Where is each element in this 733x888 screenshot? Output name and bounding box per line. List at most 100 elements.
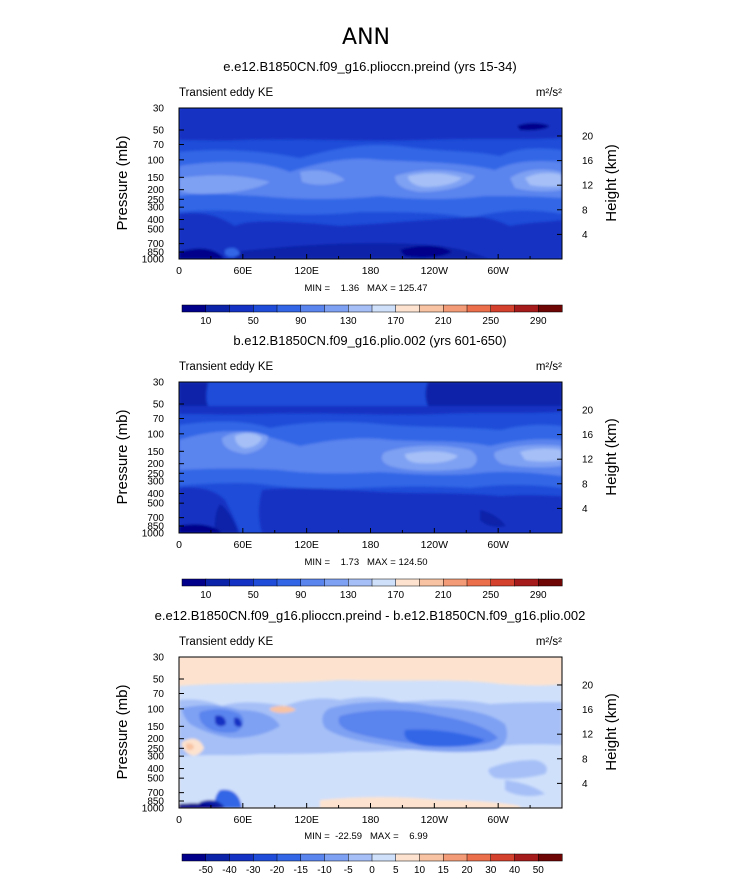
x-tick-label: 120W	[421, 265, 449, 277]
panel-1-field-label: Transient eddy KE	[179, 87, 274, 99]
colorbar-box	[395, 304, 421, 313]
panel-2-field-label: Transient eddy KE	[179, 361, 274, 373]
y-right-tick-label: 8	[582, 479, 588, 490]
panel-3-right-axis: 20 16 12 8 4	[557, 680, 594, 790]
x-tick-label: 60E	[233, 814, 252, 826]
panel-3-ylabel-right: Height (km)	[603, 693, 620, 771]
colorbar-box	[276, 304, 302, 313]
colorbar-box	[276, 853, 302, 862]
x-tick-label: 180	[362, 265, 380, 277]
y-tick-label: 30	[153, 653, 165, 664]
y-tick-label: 100	[147, 429, 164, 440]
colorbar-label: 10	[200, 316, 212, 327]
colorbar-box	[395, 578, 421, 587]
x-tick-label: 60W	[487, 539, 509, 551]
colorbar-label: 210	[435, 590, 452, 601]
colorbar-label: 15	[438, 865, 450, 876]
y-tick-label: 250	[147, 195, 164, 206]
panel-2-colorbar: 10 50 90 130 170 210 250 290	[181, 578, 563, 601]
y-tick-label: 50	[153, 399, 165, 410]
y-tick-label: 70	[153, 689, 165, 700]
colorbar-box	[205, 578, 231, 587]
colorbar-box	[181, 304, 207, 313]
y-tick-label: 100	[147, 704, 164, 715]
y-tick-label: 300	[147, 752, 164, 763]
x-tick-label: 60E	[233, 539, 252, 551]
colorbar-box	[490, 853, 516, 862]
x-tick-label: 0	[176, 539, 182, 551]
panel-2-ylabel-right: Height (km)	[603, 418, 620, 496]
y-tick-label: 250	[147, 469, 164, 480]
y-tick-label: 300	[147, 477, 164, 488]
y-tick-label: 850	[147, 797, 164, 808]
colorbar-label: 50	[248, 590, 260, 601]
x-tick-label: 180	[362, 814, 380, 826]
colorbar-box	[443, 304, 468, 313]
panel-1-colorbar: 10 50 90 130 170 210 250 290	[181, 304, 563, 327]
x-tick-label: 60W	[487, 814, 509, 826]
y-tick-label: 200	[147, 734, 164, 745]
colorbar-box	[395, 853, 421, 862]
colorbar-box	[205, 304, 231, 313]
y-tick-label: 500	[147, 499, 164, 510]
y-tick-label: 30	[153, 104, 165, 115]
colorbar-label: 290	[530, 590, 547, 601]
colorbar-box	[229, 304, 254, 313]
colorbar-box	[490, 578, 516, 587]
colorbar-box	[300, 578, 326, 587]
x-tick-label: 120E	[294, 814, 319, 826]
y-right-tick-label: 12	[582, 181, 594, 192]
panel-1-title: e.e12.B1850CN.f09_g16.plioccn.preind (yr…	[223, 59, 516, 74]
panel-3-minmax: MIN = -22.59 MAX = 6.99	[304, 831, 428, 842]
colorbar-label: 250	[482, 316, 499, 327]
colorbar-box	[324, 304, 349, 313]
panel-1-minmax: MIN = 1.36 MAX = 125.47	[304, 283, 427, 294]
colorbar-box	[538, 578, 563, 587]
panel-3-units: m²/s²	[536, 636, 562, 648]
panel-2-right-axis: 20 16 12 8 4	[557, 405, 594, 515]
y-tick-label: 850	[147, 522, 164, 533]
colorbar-box	[324, 578, 349, 587]
y-right-tick-label: 16	[582, 156, 594, 167]
y-tick-label: 70	[153, 414, 165, 425]
panel-1: e.e12.B1850CN.f09_g16.plioccn.preind (yr…	[114, 59, 620, 327]
colorbar-box	[371, 578, 397, 587]
y-tick-label: 400	[147, 489, 164, 500]
colorbar-label: -5	[344, 865, 353, 876]
panel-2-minmax: MIN = 1.73 MAX = 124.50	[304, 557, 427, 568]
colorbar-label: 40	[509, 865, 521, 876]
panel-2: b.e12.B1850CN.f09_g16.plio.002 (yrs 601-…	[114, 333, 620, 601]
y-tick-label: 50	[153, 674, 165, 685]
colorbar-box	[205, 853, 231, 862]
colorbar-label: -10	[317, 865, 332, 876]
panel-2-units: m²/s²	[536, 361, 562, 373]
panel-3-title: e.e12.B1850CN.f09_g16.plioccn.preind - b…	[155, 608, 586, 623]
y-tick-label: 150	[147, 722, 164, 733]
colorbar-label: 10	[200, 590, 212, 601]
y-right-tick-label: 12	[582, 730, 594, 741]
y-right-tick-label: 20	[582, 405, 594, 416]
panel-1-ylabel: Pressure (mb)	[114, 135, 131, 230]
y-right-tick-label: 4	[582, 504, 588, 515]
colorbar-box	[300, 853, 326, 862]
colorbar-label: 170	[387, 316, 404, 327]
colorbar-box	[324, 853, 349, 862]
y-right-tick-label: 20	[582, 131, 594, 142]
y-tick-label: 1000	[142, 529, 165, 540]
colorbar-box	[514, 853, 539, 862]
x-tick-label: 60W	[487, 265, 509, 277]
colorbar-label: 90	[295, 316, 307, 327]
colorbar-label: 170	[387, 590, 404, 601]
y-tick-label: 150	[147, 447, 164, 458]
x-tick-label: 120W	[421, 814, 449, 826]
colorbar-label: 5	[393, 865, 399, 876]
colorbar-box	[490, 304, 516, 313]
x-tick-label: 0	[176, 814, 182, 826]
colorbar-box	[514, 304, 539, 313]
colorbar-label: 90	[295, 590, 307, 601]
x-tick-label: 0	[176, 265, 182, 277]
y-tick-label: 700	[147, 788, 164, 799]
colorbar-box	[253, 853, 278, 862]
colorbar-label: 290	[530, 316, 547, 327]
